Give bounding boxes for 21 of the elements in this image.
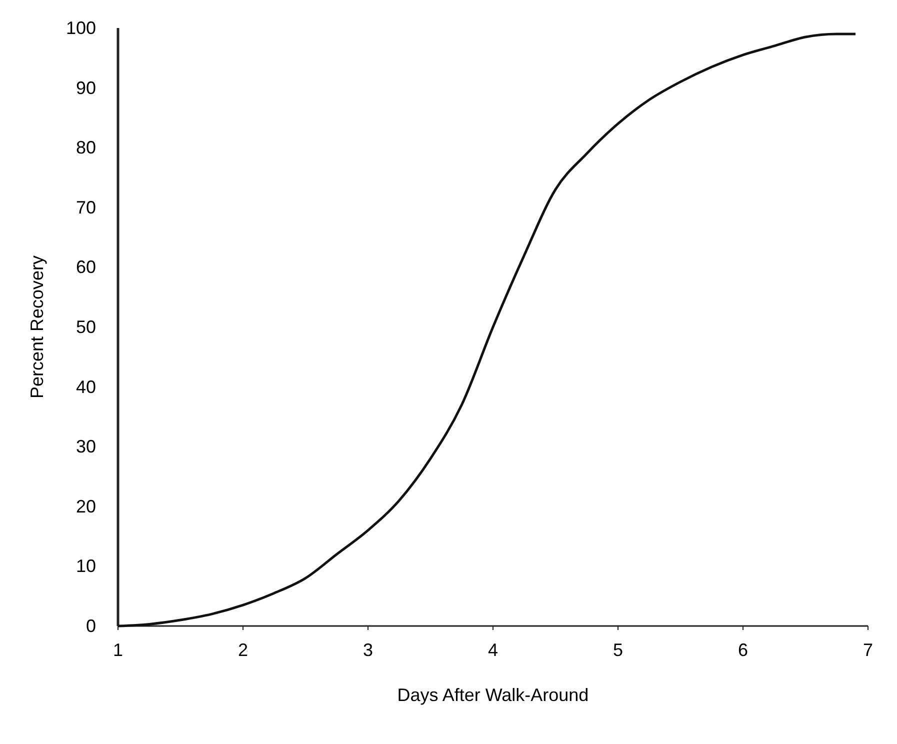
x-tick-label: 3 (362, 640, 374, 660)
y-tick-label: 0 (86, 616, 96, 636)
x-tick-label: 7 (862, 640, 874, 660)
line-series (116, 32, 857, 628)
x-tick-label: 6 (738, 640, 748, 660)
y-tick-label: 60 (76, 257, 96, 278)
y-tick-label: 10 (76, 556, 96, 576)
y-tick-label: 30 (76, 436, 96, 457)
y-tick-label: 80 (76, 138, 96, 158)
x-tick-label: 4 (488, 640, 498, 660)
y-axis-title: Percent Recovery (27, 255, 47, 399)
y-tick-label: 90 (76, 78, 96, 98)
x-tick-label: 5 (612, 640, 624, 660)
y-tick-label: 20 (76, 496, 96, 516)
x-axis-title: Days After Walk-Around (397, 685, 589, 705)
y-tick-label: 40 (76, 376, 96, 397)
y-tick-label: 100 (66, 18, 96, 38)
x-tick-label: 2 (238, 640, 248, 660)
x-tick-label: 1 (112, 640, 124, 660)
y-tick-label: 50 (76, 317, 96, 337)
y-tick-label: 70 (76, 197, 96, 218)
